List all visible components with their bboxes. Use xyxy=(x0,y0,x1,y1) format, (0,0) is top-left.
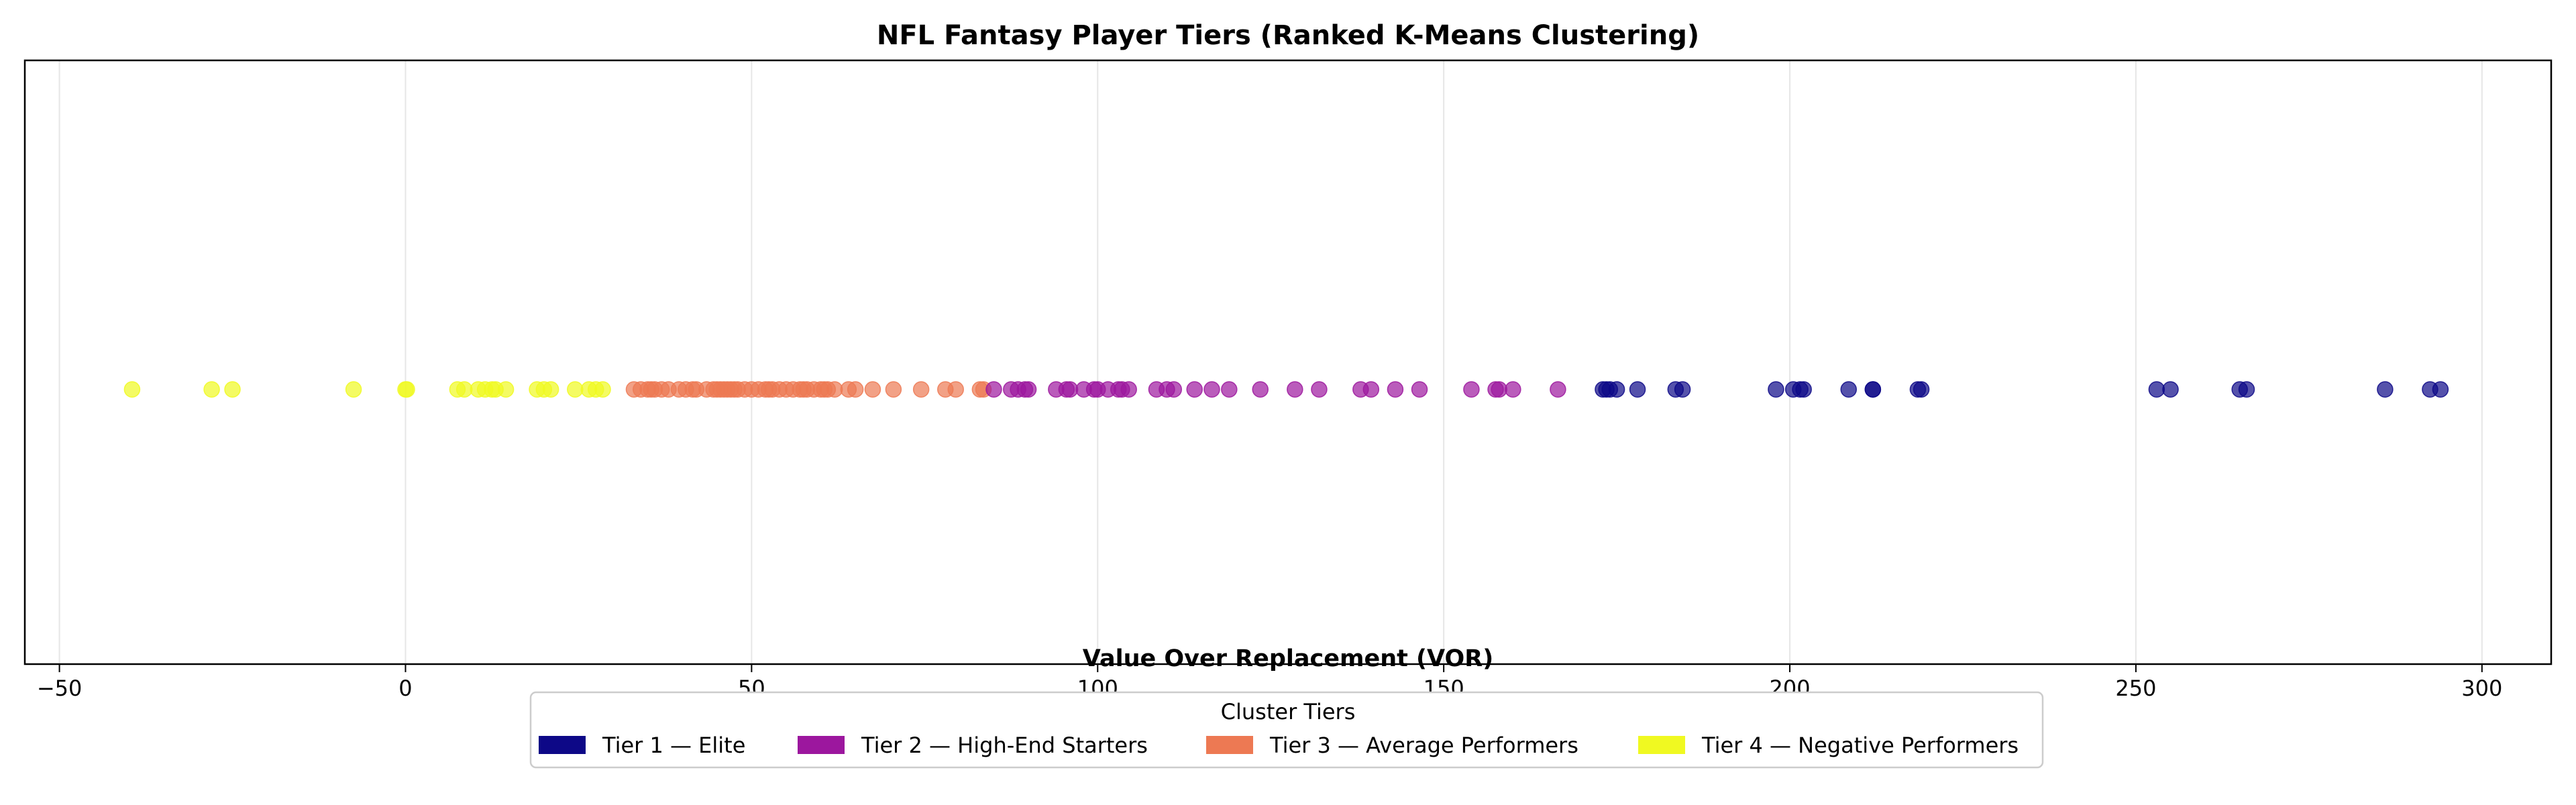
data-point xyxy=(567,381,584,398)
legend-label-tier-3: Tier 3 — Average Performers xyxy=(1269,733,1578,758)
data-point xyxy=(912,381,930,398)
data-point xyxy=(224,381,241,398)
data-point xyxy=(542,381,559,398)
legend-label-tier-4: Tier 4 — Negative Performers xyxy=(1701,733,2019,758)
data-point xyxy=(1505,381,1521,398)
x-tick-label: 0 xyxy=(398,676,412,701)
series-tier-4 xyxy=(123,381,611,398)
data-point xyxy=(203,381,220,398)
legend-swatch-tier-3 xyxy=(1206,736,1253,754)
data-point xyxy=(345,381,362,398)
legend-entries: Tier 1 — Elite Tier 2 — High-End Starters… xyxy=(539,733,2019,758)
data-point xyxy=(1795,381,1812,398)
data-point xyxy=(455,381,473,398)
data-point xyxy=(497,381,515,398)
series-tier-1 xyxy=(1595,381,2449,398)
data-point xyxy=(1463,381,1480,398)
data-point xyxy=(1629,381,1646,398)
series-tier-2 xyxy=(985,381,1566,398)
points-layer xyxy=(123,381,2449,398)
x-axis-label: Value Over Replacement (VOR) xyxy=(1083,645,1493,672)
data-point xyxy=(2238,381,2255,398)
data-point xyxy=(2377,381,2394,398)
data-point xyxy=(985,381,1002,398)
x-tick-label: 300 xyxy=(2461,676,2502,701)
data-point xyxy=(1768,381,1784,398)
chart-title: NFL Fantasy Player Tiers (Ranked K-Means… xyxy=(877,20,1699,51)
legend-swatch-tier-1 xyxy=(539,736,586,754)
data-point xyxy=(1020,381,1037,398)
x-tick-label: −50 xyxy=(37,676,83,701)
legend: Cluster Tiers Tier 1 — Elite Tier 2 — Hig… xyxy=(529,691,2044,769)
data-point xyxy=(1061,381,1079,398)
data-point xyxy=(885,381,902,398)
data-point xyxy=(1287,381,1303,398)
data-point xyxy=(2432,381,2449,398)
data-point xyxy=(1203,381,1220,398)
data-point xyxy=(1165,381,1183,398)
plot-frame xyxy=(23,59,2553,665)
data-point xyxy=(1311,381,1328,398)
legend-title: Cluster Tiers xyxy=(1221,699,1356,724)
data-point xyxy=(2148,381,2165,398)
data-point xyxy=(1362,381,1380,398)
data-point xyxy=(1864,381,1882,398)
data-point xyxy=(1491,381,1507,398)
data-point xyxy=(1411,381,1428,398)
data-point xyxy=(826,381,843,398)
series-tier-3 xyxy=(625,381,992,398)
legend-swatch-tier-4 xyxy=(1638,736,1685,754)
data-point xyxy=(1120,381,1137,398)
data-point xyxy=(1252,381,1269,398)
data-point xyxy=(1840,381,1857,398)
data-point xyxy=(1387,381,1404,398)
data-point xyxy=(1186,381,1203,398)
data-point xyxy=(123,381,141,398)
data-point xyxy=(947,381,964,398)
data-point xyxy=(2162,381,2179,398)
data-point xyxy=(847,381,864,398)
legend-swatch-tier-2 xyxy=(798,736,845,754)
data-point xyxy=(1608,381,1625,398)
data-point xyxy=(1550,381,1566,398)
data-point xyxy=(1913,381,1930,398)
legend-label-tier-1: Tier 1 — Elite xyxy=(602,733,745,758)
data-point xyxy=(864,381,881,398)
data-point xyxy=(1221,381,1238,398)
data-point xyxy=(398,381,415,398)
x-tick-label: 250 xyxy=(2115,676,2156,701)
legend-label-tier-2: Tier 2 — High-End Starters xyxy=(861,733,1148,758)
data-point xyxy=(1674,381,1691,398)
grid-layer xyxy=(58,60,2483,664)
data-point xyxy=(594,381,611,398)
